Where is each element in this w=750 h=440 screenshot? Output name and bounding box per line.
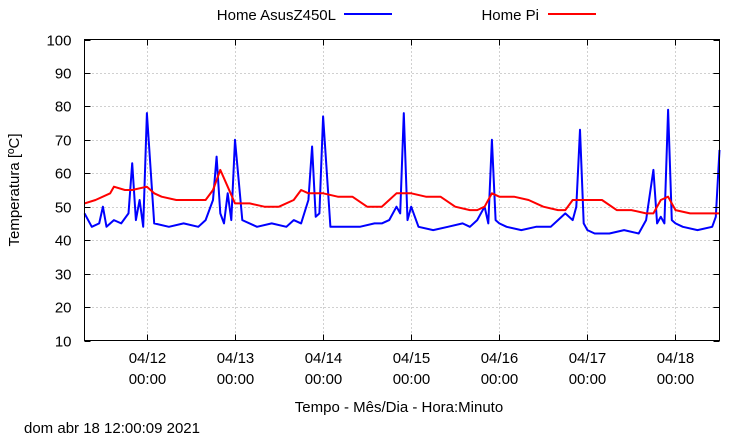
legend-label-pi: Home Pi bbox=[481, 7, 539, 24]
x-tick-label-date: 04/15 bbox=[393, 350, 431, 367]
x-tick-label-time: 00:00 bbox=[481, 371, 519, 388]
x-tick-label-time: 00:00 bbox=[657, 371, 695, 388]
legend-label-asus: Home AsusZ450L bbox=[217, 7, 336, 24]
x-tick-label-date: 04/16 bbox=[481, 350, 519, 367]
timestamp-label: dom abr 18 12:00:09 2021 bbox=[24, 420, 200, 437]
x-tick-label-time: 00:00 bbox=[305, 371, 343, 388]
series-line-asus bbox=[83, 108, 721, 235]
series-line-pi bbox=[84, 168, 720, 215]
x-tick-label-time: 00:00 bbox=[217, 371, 255, 388]
x-tick-label-date: 04/12 bbox=[129, 350, 167, 367]
y-tick-label: 30 bbox=[55, 267, 72, 284]
y-tick-label: 40 bbox=[55, 233, 72, 250]
y-tick-label: 10 bbox=[55, 334, 72, 351]
x-tick-label-date: 04/14 bbox=[305, 350, 343, 367]
y-tick-label: 80 bbox=[55, 99, 72, 116]
plot-frame bbox=[84, 39, 720, 341]
y-tick-label: 60 bbox=[55, 166, 72, 183]
x-tick-label-date: 04/18 bbox=[657, 350, 695, 367]
x-tick-label-time: 00:00 bbox=[393, 371, 431, 388]
x-tick-label-date: 04/17 bbox=[569, 350, 607, 367]
x-axis-ticks: 04/12 00:00 04/13 00:00 04/14 00:00 04/15 00:00… bbox=[129, 39, 695, 388]
x-tick-label-time: 00:00 bbox=[129, 371, 167, 388]
y-axis-label: Temperatura [ºC] bbox=[6, 133, 23, 246]
y-tick-label: 70 bbox=[55, 133, 72, 150]
legend: Home AsusZ450L Home Pi bbox=[217, 7, 596, 24]
y-tick-label: 50 bbox=[55, 200, 72, 217]
series-lines bbox=[83, 108, 721, 235]
x-tick-label-time: 00:00 bbox=[569, 371, 607, 388]
y-tick-label: 90 bbox=[55, 66, 72, 83]
y-axis-ticks: 10 20 30 40 50 60 70 80 90 100 bbox=[46, 33, 720, 351]
y-tick-label: 100 bbox=[46, 33, 71, 50]
y-tick-label: 20 bbox=[55, 300, 72, 317]
x-tick-label-date: 04/13 bbox=[217, 350, 255, 367]
x-axis-label: Tempo - Mês/Dia - Hora:Minuto bbox=[295, 399, 503, 416]
